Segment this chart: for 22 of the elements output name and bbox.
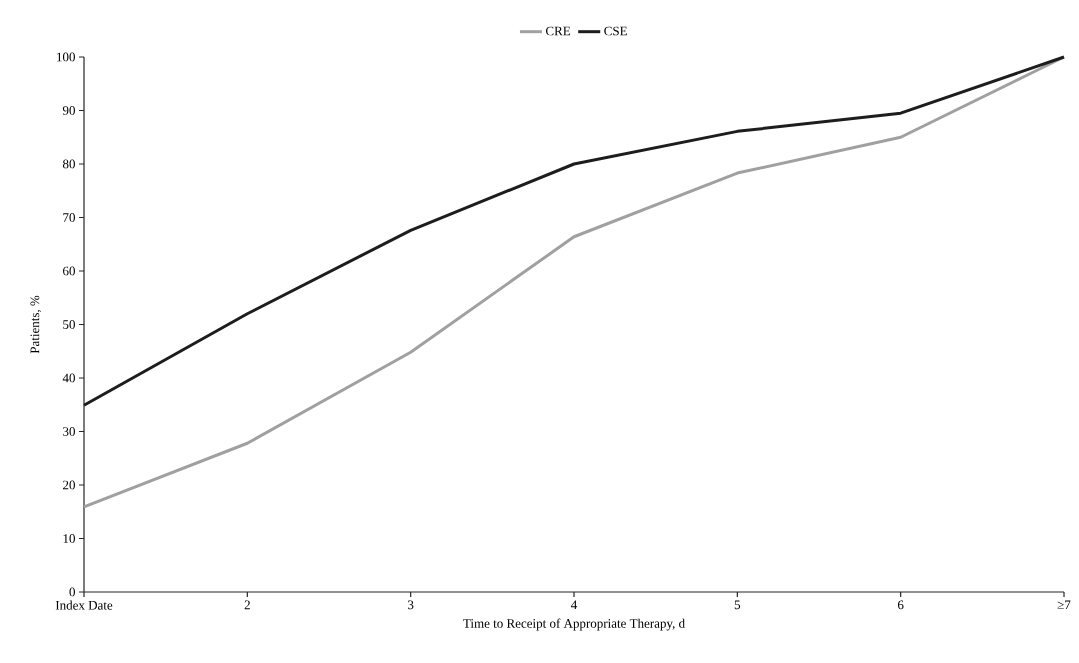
x-tick-label: 6 (897, 600, 904, 610)
legend-label: CRE (545, 26, 571, 36)
y-tick-label: 90 (62, 106, 75, 115)
x-tick-label: ≥7 (1057, 600, 1071, 610)
y-tick-label: 100 (57, 52, 75, 62)
y-tick-label: 20 (63, 480, 75, 490)
y-tick-label: 0 (69, 587, 75, 597)
y-tick-label: 40 (62, 373, 75, 383)
x-axis-title: Time to Receipt of Appropriate Therapy, d (463, 618, 685, 631)
y-tick-label: 70 (63, 213, 75, 222)
x-tick-label: Index Date (55, 600, 113, 610)
x-tick-label: 3 (408, 600, 414, 610)
y-axis-title: Patients, % (30, 295, 42, 354)
x-tick-label: 5 (734, 600, 741, 610)
y-tick-label: 50 (63, 320, 75, 329)
x-tick-label: 4 (571, 600, 578, 610)
legend-label: CSE (604, 26, 627, 36)
x-tick-label: 2 (244, 600, 250, 610)
y-tick-label: 30 (63, 427, 75, 436)
y-tick-label: 80 (62, 159, 75, 169)
y-tick-label: 60 (63, 266, 75, 276)
y-tick-label: 10 (63, 534, 75, 543)
